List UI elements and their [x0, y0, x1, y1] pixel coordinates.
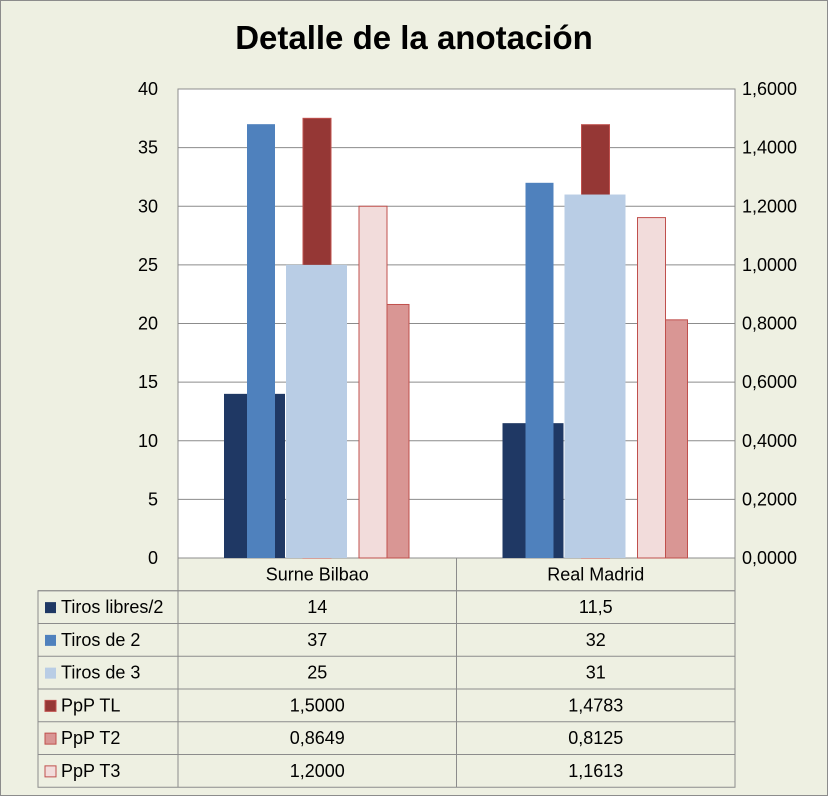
legend-swatch	[44, 732, 57, 745]
legend-swatch	[45, 602, 56, 614]
data-label: 11,5	[579, 597, 613, 617]
bar	[247, 124, 275, 559]
y-right-tick-label: 0,2000	[742, 489, 797, 509]
data-label: 1,1613	[568, 761, 623, 781]
x-tick-label: Surne Bilbao	[266, 564, 369, 584]
chart-title: Detalle de la anotación	[235, 19, 593, 56]
y-left-tick-label: 5	[148, 489, 158, 509]
y-left-tick-label: 0	[148, 548, 158, 568]
legend-label: Tiros libres/2	[61, 597, 163, 617]
y-right-tick-label: 0,0000	[742, 548, 797, 568]
y-left-tick-label: 35	[138, 138, 158, 158]
legend-label: PpP T3	[61, 761, 120, 781]
y-right-tick-label: 0,4000	[742, 431, 797, 451]
y-right-tick-label: 1,2000	[742, 196, 797, 216]
legend-swatch	[45, 667, 56, 679]
data-label: 1,2000	[290, 761, 345, 781]
bar	[358, 205, 388, 559]
legend-label: Tiros de 3	[61, 663, 140, 683]
data-label: 14	[307, 597, 327, 617]
data-label: 25	[307, 663, 327, 683]
legend-swatch	[45, 634, 56, 646]
bar	[286, 264, 347, 558]
data-label: 1,4783	[568, 695, 623, 715]
data-label: 0,8649	[290, 728, 345, 748]
y-left-tick-label: 30	[138, 196, 158, 216]
data-label: 1,5000	[290, 695, 345, 715]
legend-label: PpP TL	[61, 695, 120, 715]
bar	[525, 182, 554, 559]
y-right-tick-label: 0,8000	[742, 314, 797, 334]
y-left-tick-label: 10	[138, 431, 158, 451]
bar	[564, 194, 626, 558]
y-right-tick-label: 1,0000	[742, 255, 797, 275]
y-left-tick-label: 20	[138, 314, 158, 334]
legend-label: Tiros de 2	[61, 630, 140, 650]
legend-swatch	[44, 699, 57, 712]
data-label: 37	[307, 630, 327, 650]
legend-swatch	[44, 765, 57, 778]
data-label: 32	[586, 630, 606, 650]
bar	[637, 217, 666, 559]
y-right-tick-label: 1,6000	[742, 79, 797, 99]
y-left-tick-label: 15	[138, 372, 158, 392]
y-right-tick-label: 0,6000	[742, 372, 797, 392]
legend-label: PpP T2	[61, 728, 120, 748]
y-left-tick-label: 25	[138, 255, 158, 275]
y-right-tick-label: 1,4000	[742, 138, 797, 158]
data-label: 31	[586, 663, 606, 683]
x-tick-label: Real Madrid	[547, 564, 644, 584]
data-label: 0,8125	[568, 728, 623, 748]
y-left-tick-label: 40	[138, 79, 158, 99]
